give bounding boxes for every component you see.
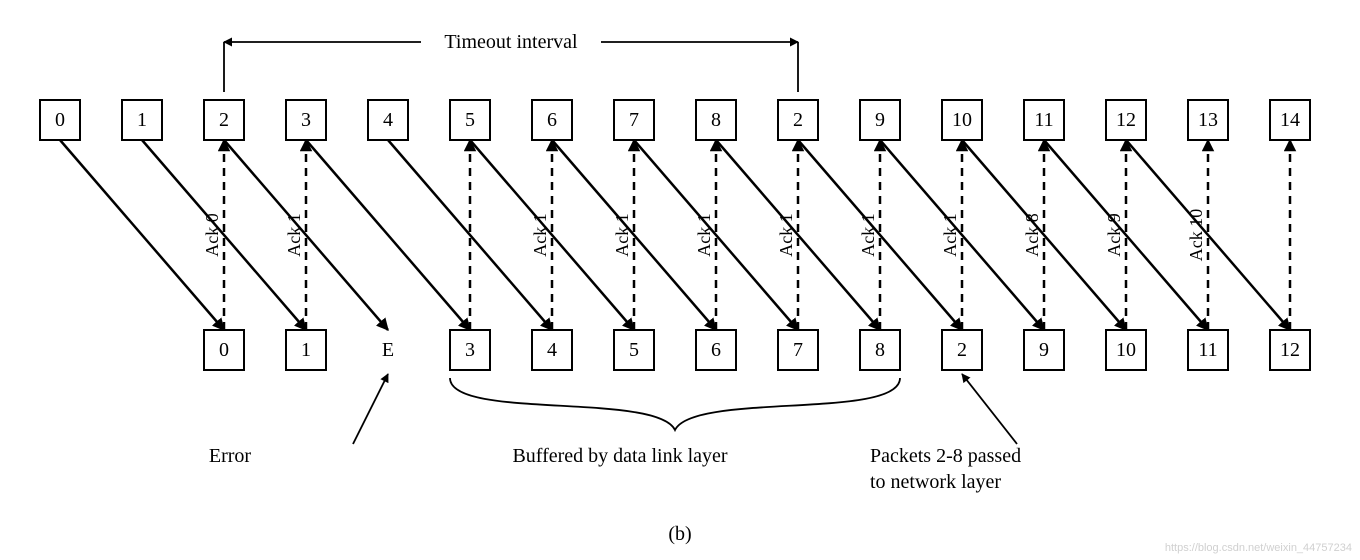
receiver-error: E [382,339,394,361]
ack-label: Ack 10 [1186,209,1206,262]
buffered-label: Buffered by data link layer [512,445,727,467]
sender-frame-label: 9 [875,109,885,131]
passed1-label: Packets 2-8 passed [870,445,1021,467]
sender-frame-label: 0 [55,109,65,131]
protocol-diagram: Timeout interval Ack 0 Ack 1 Ack 1 Ack 1 Ack … [0,0,1360,560]
receiver-frame-label: 3 [465,339,475,361]
receiver-frame-label: 9 [1039,339,1049,361]
sender-frame-label: 7 [629,109,639,131]
subfig-label: (b) [668,523,691,545]
sender-frame-label: 2 [793,109,803,131]
ack-label: Ack 1 [694,213,714,257]
sender-frame-label: 4 [383,109,393,131]
receiver-frame-label: 10 [1116,339,1136,361]
receiver-frame-label: 4 [547,339,557,361]
sender-frame-label: 2 [219,109,229,131]
passed2-label: to network layer [870,471,1001,493]
ack-label: Ack 1 [776,213,796,257]
watermark-text: https://blog.csdn.net/weixin_44757234 [1165,542,1352,554]
ack-label: Ack 1 [612,213,632,257]
sender-frame-label: 8 [711,109,721,131]
ack-label: Ack 0 [202,213,222,257]
sender-frame-label: 11 [1034,109,1053,131]
sender-frame-label: 6 [547,109,557,131]
ack-label: Ack 1 [530,213,550,257]
error-label: Error [209,445,252,467]
sender-frame-label: 1 [137,109,147,131]
receiver-frame-label: 12 [1280,339,1300,361]
buffer-brace [450,378,900,430]
sender-frame-label: 13 [1198,109,1218,131]
sender-frame-label: 14 [1280,109,1300,131]
receiver-frame-label: 8 [875,339,885,361]
sender-frame-label: 5 [465,109,475,131]
receiver-frame-label: 6 [711,339,721,361]
ack-label: Ack 1 [284,213,304,257]
receiver-frame-label: 5 [629,339,639,361]
receiver-frame-label: 1 [301,339,311,361]
ack-label: Ack 1 [940,213,960,257]
sender-frame-label: 12 [1116,109,1136,131]
ack-label: Ack 9 [1104,213,1124,257]
timeout-label: Timeout interval [444,31,578,53]
receiver-frame-label: 0 [219,339,229,361]
sender-frame-label: 3 [301,109,311,131]
ack-label: Ack 1 [858,213,878,257]
error_arrow [353,374,388,444]
data-arrow [60,140,224,330]
passed_arrow [962,374,1017,444]
receiver-frame-label: 11 [1198,339,1217,361]
sender-frame-label: 10 [952,109,972,131]
receiver-frame-label: 2 [957,339,967,361]
receiver-frame-label: 7 [793,339,803,361]
ack-label: Ack 8 [1022,213,1042,257]
data-arrow [306,140,470,330]
